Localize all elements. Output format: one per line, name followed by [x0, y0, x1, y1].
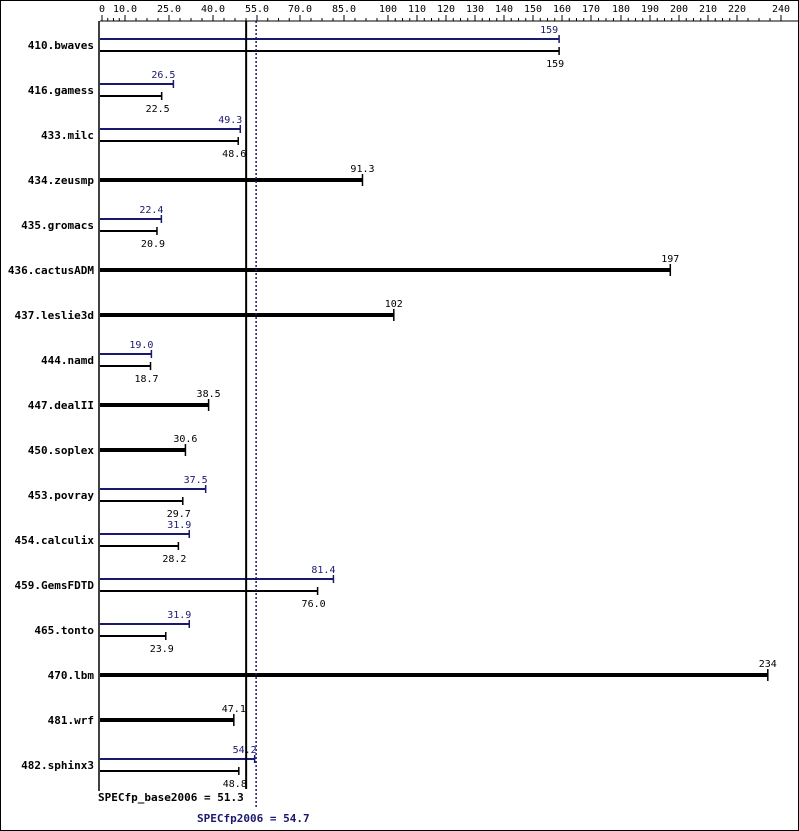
- benchmark-label: 434.zeusmp: [28, 174, 95, 187]
- bar-peak-value-label: 31.9: [167, 610, 191, 621]
- x-tick-label: 120: [437, 4, 455, 15]
- x-tick-label: 40.0: [201, 4, 225, 15]
- benchmark-label: 444.namd: [41, 354, 94, 367]
- bar-value-label: 197: [661, 254, 679, 265]
- bar-base-value-label: 28.2: [162, 554, 186, 565]
- bar-value-label: 234: [759, 659, 777, 670]
- bar-base-value-label: 23.9: [150, 644, 174, 655]
- x-tick-label: 10.0: [113, 4, 137, 15]
- base-mean-label: SPECfp_base2006 = 51.3: [98, 791, 244, 804]
- bar-base-value-label: 76.0: [302, 599, 326, 610]
- x-tick-label: 25.0: [157, 4, 181, 15]
- x-tick-label: 210: [699, 4, 717, 15]
- x-tick-label: 200: [670, 4, 688, 15]
- bar-value-label: 30.6: [173, 434, 197, 445]
- benchmark-label: 481.wrf: [48, 714, 94, 727]
- bar-peak-value-label: 31.9: [167, 520, 191, 531]
- peak-mean-label: SPECfp2006 = 54.7: [197, 812, 310, 825]
- x-tick-label: 100: [379, 4, 397, 15]
- x-tick-label: 170: [582, 4, 600, 15]
- benchmark-label: 435.gromacs: [21, 219, 94, 232]
- benchmark-label: 410.bwaves: [28, 39, 94, 52]
- bars-group: 410.bwaves 159 159 416.gamess 26.5 22.5 433.mi…: [8, 25, 777, 790]
- bar-peak-value-label: 26.5: [151, 70, 175, 81]
- benchmark-label: 433.milc: [41, 129, 94, 142]
- x-tick-label: 160: [553, 4, 571, 15]
- bar-peak-value-label: 37.5: [184, 475, 208, 486]
- benchmark-label: 482.sphinx3: [21, 759, 94, 772]
- bar-value-label: 91.3: [350, 164, 374, 175]
- benchmark-label: 465.tonto: [34, 624, 94, 637]
- x-tick-label: 110: [408, 4, 426, 15]
- x-tick-label: 220: [728, 4, 746, 15]
- benchmark-label: 437.leslie3d: [15, 309, 94, 322]
- benchmark-label: 450.soplex: [28, 444, 95, 457]
- bar-base-value-label: 29.7: [167, 509, 191, 520]
- bar-value-label: 38.5: [197, 389, 221, 400]
- benchmark-label: 459.GemsFDTD: [15, 579, 95, 592]
- bar-peak-value-label: 81.4: [311, 565, 335, 576]
- x-tick-label: 240: [772, 4, 790, 15]
- x-tick-label: 130: [466, 4, 484, 15]
- bar-peak-value-label: 22.4: [139, 205, 163, 216]
- x-tick-label: 190: [641, 4, 659, 15]
- x-tick-label: 70.0: [288, 4, 312, 15]
- x-tick-label: 0: [99, 4, 105, 15]
- bar-peak-value-label: 159: [540, 25, 558, 36]
- bar-base-value-label: 48.8: [223, 779, 247, 790]
- x-tick-label: 55.0: [245, 4, 269, 15]
- bar-base-value-label: 22.5: [146, 104, 170, 115]
- benchmark-label: 416.gamess: [28, 84, 94, 97]
- x-axis: 0 10.0 25.0 40.0 55.0 70.0 85.0 100 110 120 130 140…: [98, 4, 798, 791]
- x-tick-label: 140: [495, 4, 513, 15]
- bar-peak-value-label: 49.3: [218, 115, 242, 126]
- benchmark-label: 453.povray: [28, 489, 95, 502]
- bar-value-label: 102: [385, 299, 403, 310]
- bar-peak-value-label: 54.2: [233, 745, 257, 756]
- x-tick-label: 180: [612, 4, 630, 15]
- x-tick-label: 85.0: [332, 4, 356, 15]
- benchmark-label: 454.calculix: [15, 534, 95, 547]
- bar-base-value-label: 159: [546, 59, 564, 70]
- bar-base-value-label: 20.9: [141, 239, 165, 250]
- bar-base-value-label: 48.6: [222, 149, 246, 160]
- benchmark-label: 447.dealII: [28, 399, 94, 412]
- reference-lines: SPECfp_base2006 = 51.3 SPECfp2006 = 54.7: [98, 21, 310, 825]
- benchmark-label: 436.cactusADM: [8, 264, 94, 277]
- bar-base-value-label: 18.7: [134, 374, 158, 385]
- benchmark-label: 470.lbm: [48, 669, 95, 682]
- bar-peak-value-label: 19.0: [129, 340, 153, 351]
- x-tick-label: 150: [524, 4, 542, 15]
- bar-value-label: 47.1: [222, 704, 246, 715]
